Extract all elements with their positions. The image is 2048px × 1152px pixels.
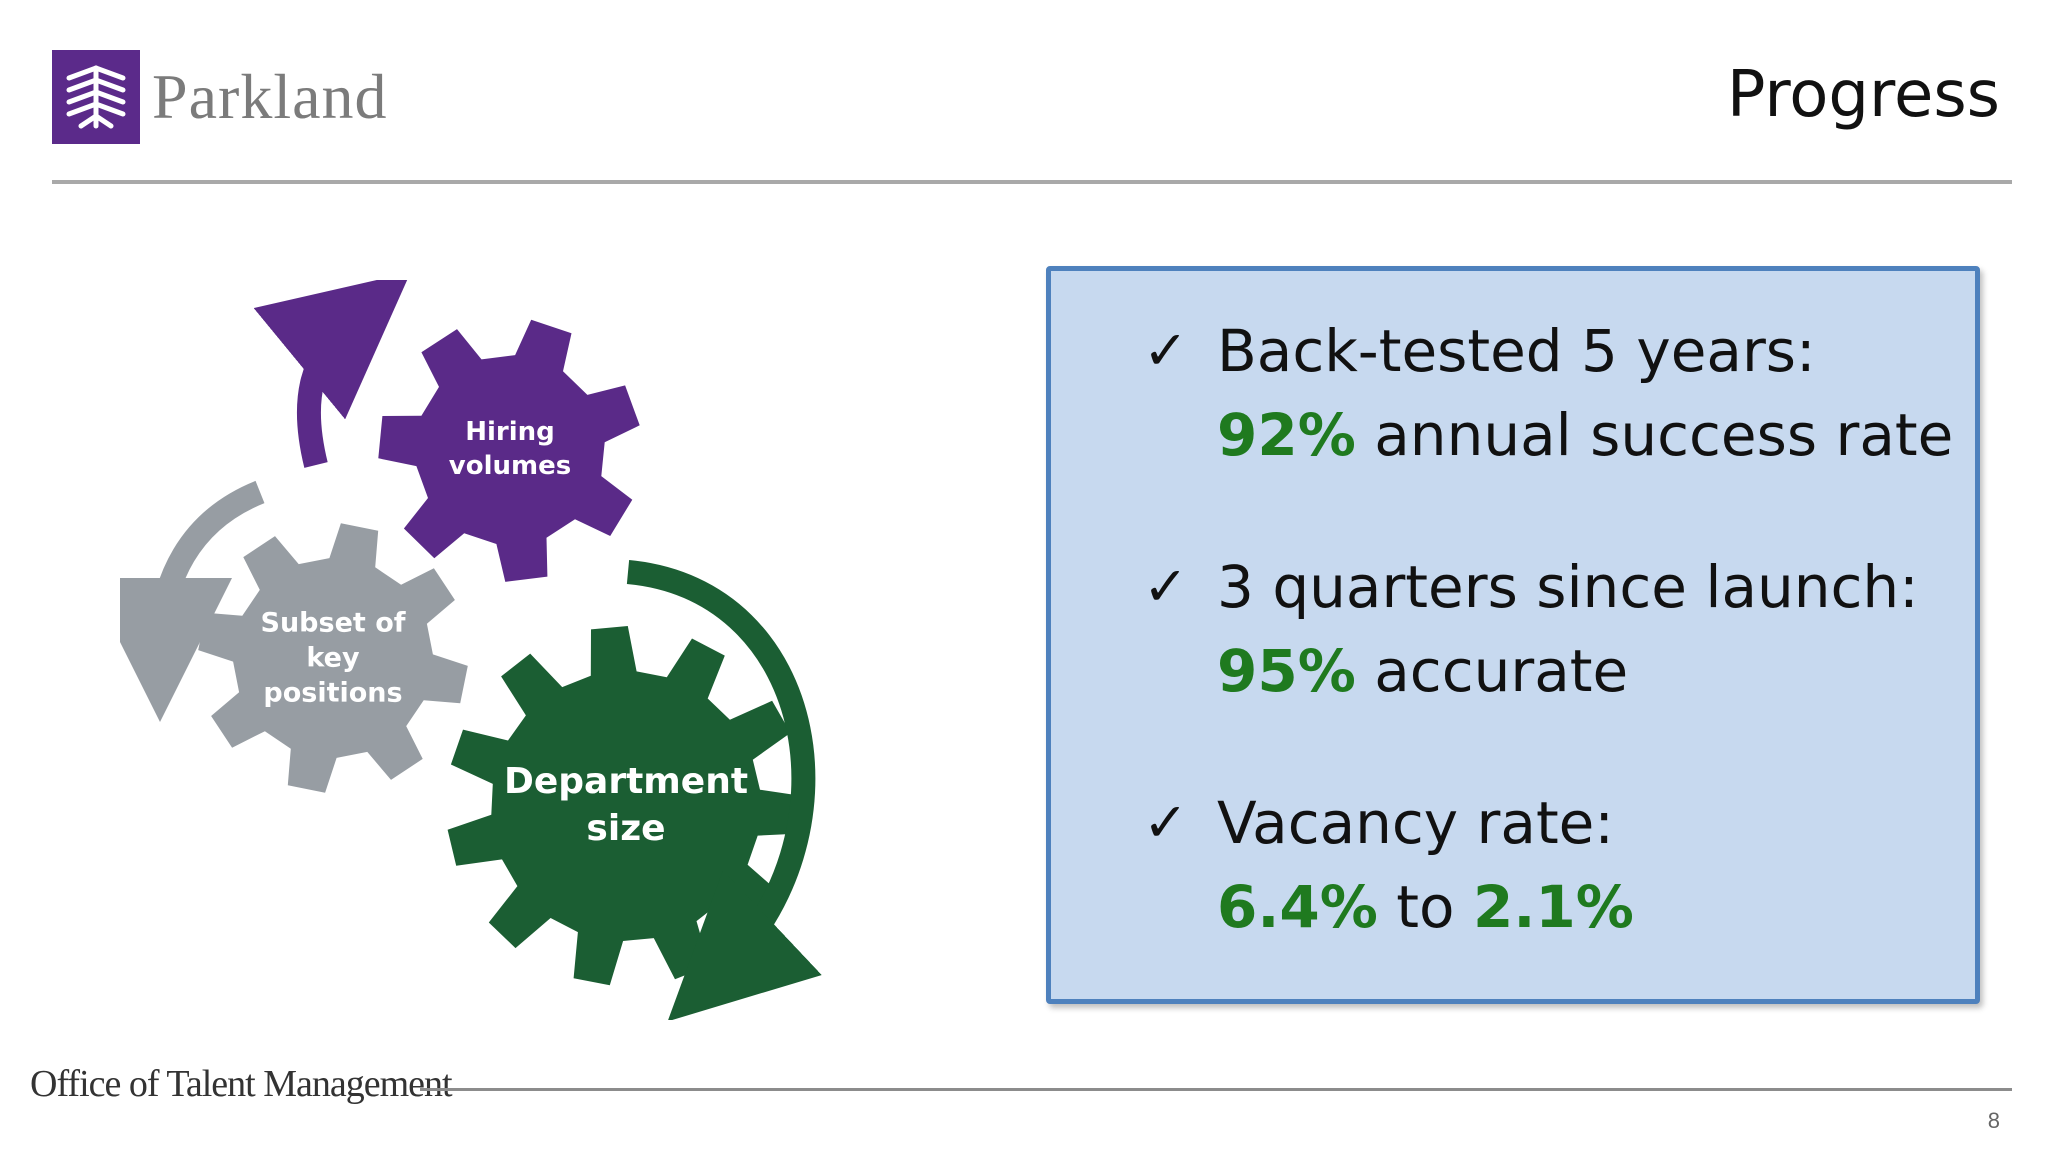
parkland-logo: Parkland [52, 50, 388, 144]
results-callout: ✓ Back-tested 5 years: 92% annual succes… [1046, 266, 1980, 1004]
bullet-detail: annual success rate [1355, 401, 1954, 469]
gear-label-department-size: Department size [503, 761, 749, 849]
brand-name: Parkland [152, 61, 388, 132]
cycle-arrow-purple-icon [253, 272, 411, 468]
bullet-detail: accurate [1355, 637, 1629, 705]
bullet-heading: 3 quarters since launch: [1217, 553, 1919, 621]
gear-label-subset-key-positions: Subset of key positions [260, 607, 406, 709]
gear-label-hiring-volumes: Hiring volumes [448, 417, 572, 481]
page-number: 8 [1987, 1108, 2000, 1133]
highlight-value: 2.1% [1472, 873, 1634, 941]
bullet-back-tested: ✓ Back-tested 5 years: 92% annual succes… [1143, 309, 1953, 477]
footer-office-logo: Office of Talent Management [30, 1063, 453, 1105]
highlight-value: 92% [1217, 401, 1356, 469]
highlight-value: 6.4% [1217, 873, 1378, 941]
highlight-value: 95% [1217, 637, 1356, 705]
parkland-logo-mark-icon [52, 50, 140, 144]
header-divider [52, 180, 2012, 184]
gears-graphic [88, 272, 822, 1022]
footer-divider [420, 1088, 2012, 1091]
cycle-arrow-green-icon [626, 560, 822, 1022]
bullet-heading: Back-tested 5 years: [1217, 317, 1816, 385]
checkmark-icon: ✓ [1143, 319, 1189, 382]
bullet-vacancy-rate: ✓ Vacancy rate: 6.4% to 2.1% [1143, 781, 1634, 949]
checkmark-icon: ✓ [1143, 555, 1189, 618]
bullet-detail: to [1377, 873, 1473, 941]
checkmark-icon: ✓ [1143, 791, 1189, 854]
gears-diagram: Hiring volumes Subset of key positions D… [88, 272, 940, 1022]
bullet-quarters-since-launch: ✓ 3 quarters since launch: 95% accurate [1143, 545, 1919, 713]
cycle-arrow-gray-icon [88, 480, 265, 722]
bullet-heading: Vacancy rate: [1217, 789, 1614, 857]
gear-hiring-volumes-icon [378, 319, 640, 582]
slide-title: Progress [1726, 58, 2000, 132]
gear-subset-key-positions-icon [198, 523, 468, 793]
